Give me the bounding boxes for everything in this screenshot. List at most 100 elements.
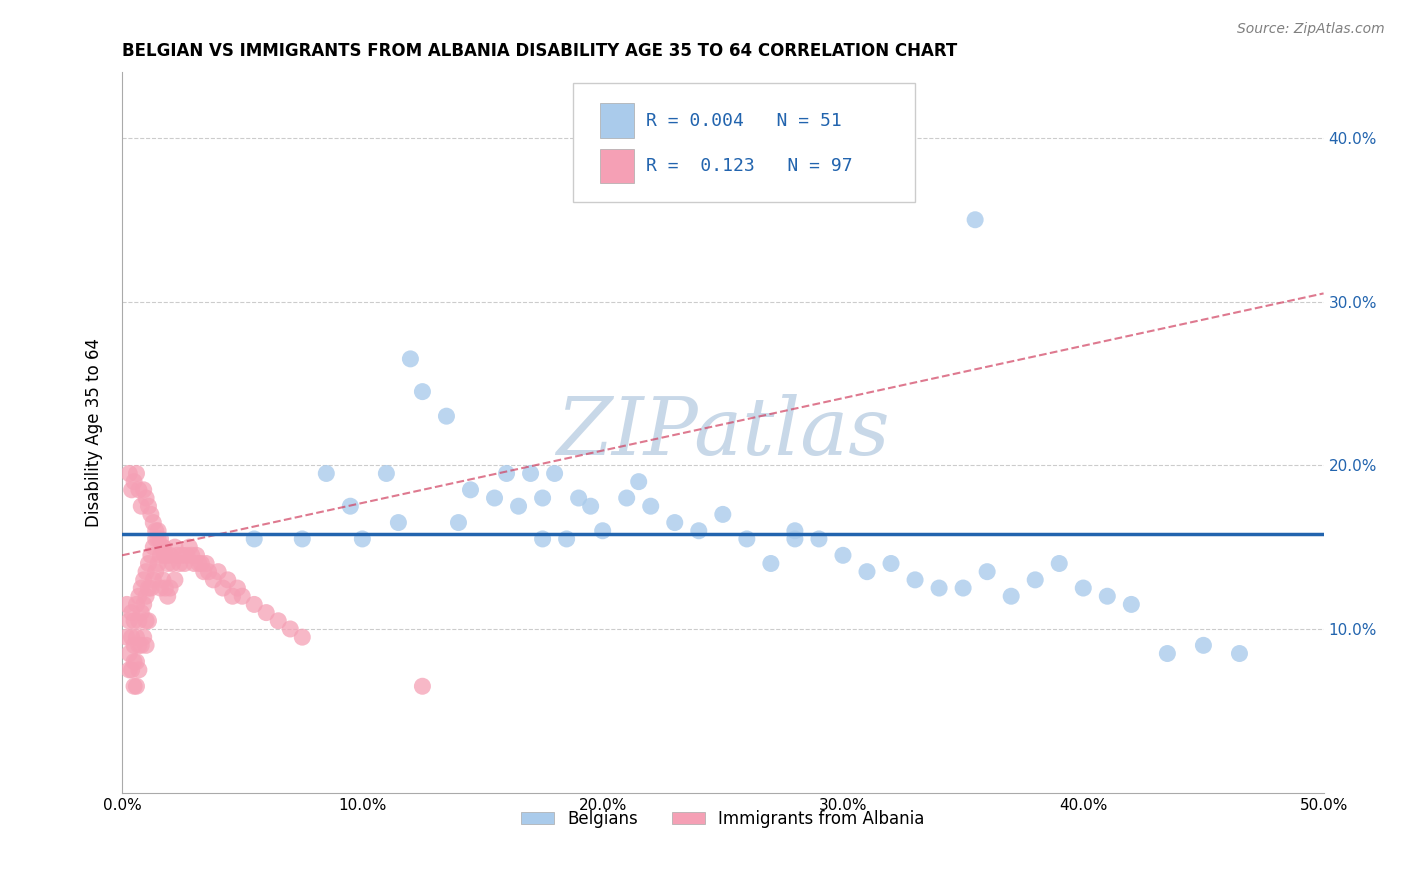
Point	[149, 532, 172, 546]
Point	[139, 581, 162, 595]
Point	[1156, 647, 1178, 661]
Point	[152, 540, 174, 554]
Point	[243, 598, 266, 612]
Point	[138, 557, 160, 571]
Point	[1097, 589, 1119, 603]
Point	[735, 532, 758, 546]
Point	[202, 573, 225, 587]
Point	[128, 589, 150, 603]
Point	[129, 638, 152, 652]
Point	[118, 663, 141, 677]
Point	[135, 614, 157, 628]
Text: BELGIAN VS IMMIGRANTS FROM ALBANIA DISABILITY AGE 35 TO 64 CORRELATION CHART: BELGIAN VS IMMIGRANTS FROM ALBANIA DISAB…	[122, 42, 957, 60]
Point	[411, 384, 433, 399]
Point	[135, 638, 157, 652]
Point	[592, 524, 614, 538]
Point	[121, 483, 143, 497]
Point	[1047, 557, 1070, 571]
Point	[447, 516, 470, 530]
Point	[139, 508, 162, 522]
Point	[627, 475, 650, 489]
Point	[149, 549, 172, 563]
Point	[339, 499, 361, 513]
Point	[152, 573, 174, 587]
Point	[142, 516, 165, 530]
Point	[122, 655, 145, 669]
Point	[142, 540, 165, 554]
Point	[163, 573, 186, 587]
Point	[139, 549, 162, 563]
Point	[484, 491, 506, 505]
Point	[122, 638, 145, 652]
Point	[1071, 581, 1094, 595]
Point	[146, 557, 169, 571]
Point	[183, 557, 205, 571]
Point	[145, 532, 167, 546]
Point	[156, 589, 179, 603]
Point	[128, 483, 150, 497]
Point	[121, 630, 143, 644]
Point	[291, 532, 314, 546]
Point	[146, 524, 169, 538]
Point	[212, 581, 235, 595]
Point	[152, 540, 174, 554]
Point	[132, 598, 155, 612]
Point	[965, 212, 987, 227]
Point	[115, 598, 138, 612]
Point	[543, 467, 565, 481]
Point	[122, 679, 145, 693]
Point	[226, 581, 249, 595]
Point	[129, 606, 152, 620]
Point	[122, 475, 145, 489]
Point	[688, 524, 710, 538]
Point	[121, 663, 143, 677]
Point	[187, 557, 209, 571]
Point	[128, 614, 150, 628]
Point	[579, 499, 602, 513]
Point	[135, 491, 157, 505]
Point	[129, 581, 152, 595]
FancyBboxPatch shape	[572, 83, 915, 202]
Text: R =  0.123   N = 97: R = 0.123 N = 97	[645, 157, 852, 175]
Point	[352, 532, 374, 546]
Point	[155, 581, 177, 595]
Point	[399, 351, 422, 366]
Point	[1024, 573, 1046, 587]
Point	[928, 581, 950, 595]
Legend: Belgians, Immigrants from Albania: Belgians, Immigrants from Albania	[515, 804, 931, 835]
Point	[138, 499, 160, 513]
Point	[173, 557, 195, 571]
Point	[783, 532, 806, 546]
Point	[832, 549, 855, 563]
Point	[135, 565, 157, 579]
Point	[616, 491, 638, 505]
Point	[118, 614, 141, 628]
Y-axis label: Disability Age 35 to 64: Disability Age 35 to 64	[86, 338, 103, 527]
FancyBboxPatch shape	[600, 149, 634, 184]
Point	[207, 565, 229, 579]
Point	[145, 565, 167, 579]
Point	[125, 467, 148, 481]
Point	[555, 532, 578, 546]
Point	[315, 467, 337, 481]
Point	[180, 549, 202, 563]
Point	[162, 557, 184, 571]
Point	[519, 467, 541, 481]
Point	[118, 467, 141, 481]
Point	[155, 549, 177, 563]
Point	[135, 589, 157, 603]
Point	[460, 483, 482, 497]
Point	[640, 499, 662, 513]
Point	[495, 467, 517, 481]
Point	[149, 581, 172, 595]
Point	[904, 573, 927, 587]
Point	[155, 549, 177, 563]
Point	[807, 532, 830, 546]
Point	[125, 598, 148, 612]
Point	[132, 630, 155, 644]
Point	[193, 565, 215, 579]
Point	[1229, 647, 1251, 661]
Point	[115, 630, 138, 644]
Point	[267, 614, 290, 628]
Point	[159, 581, 181, 595]
